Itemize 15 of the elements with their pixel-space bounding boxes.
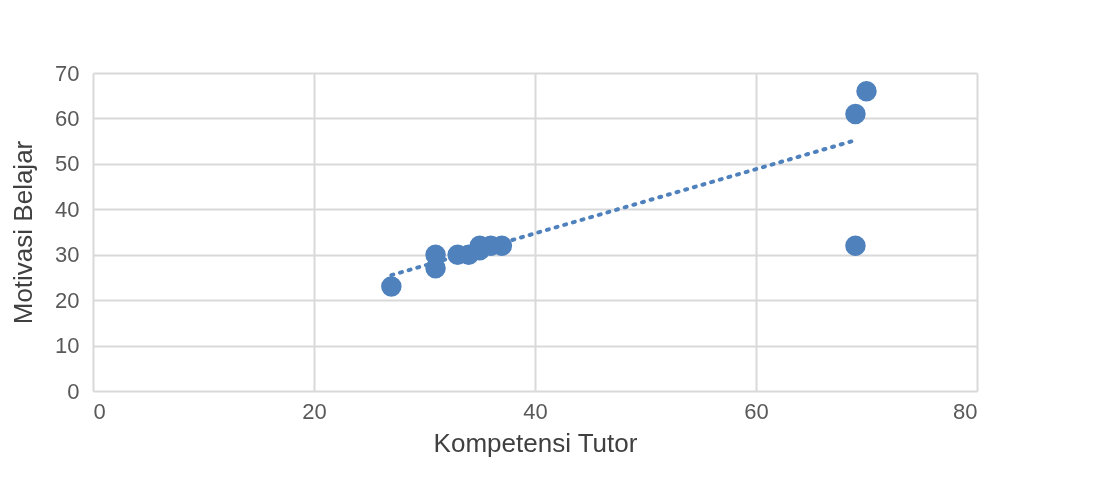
y-axis-title: Motivasi Belajar (8, 140, 39, 325)
x-tick-label: 80 (953, 398, 978, 424)
y-tick-label: 60 (55, 105, 80, 131)
y-tick-label: 40 (55, 196, 80, 222)
x-tick-label: 40 (523, 398, 548, 424)
y-tick-label: 50 (55, 151, 80, 177)
y-tick-label: 0 (67, 378, 80, 404)
x-tick-label: 0 (93, 398, 106, 424)
x-tick-label: 20 (302, 398, 327, 424)
x-axis-title: Kompetensi Tutor (433, 427, 638, 458)
y-tick-label: 30 (55, 242, 80, 268)
x-tick-label: 60 (744, 398, 769, 424)
y-tick-label: 10 (55, 333, 80, 359)
y-tick-label: 20 (55, 287, 80, 313)
y-tick-label: 70 (55, 60, 80, 86)
